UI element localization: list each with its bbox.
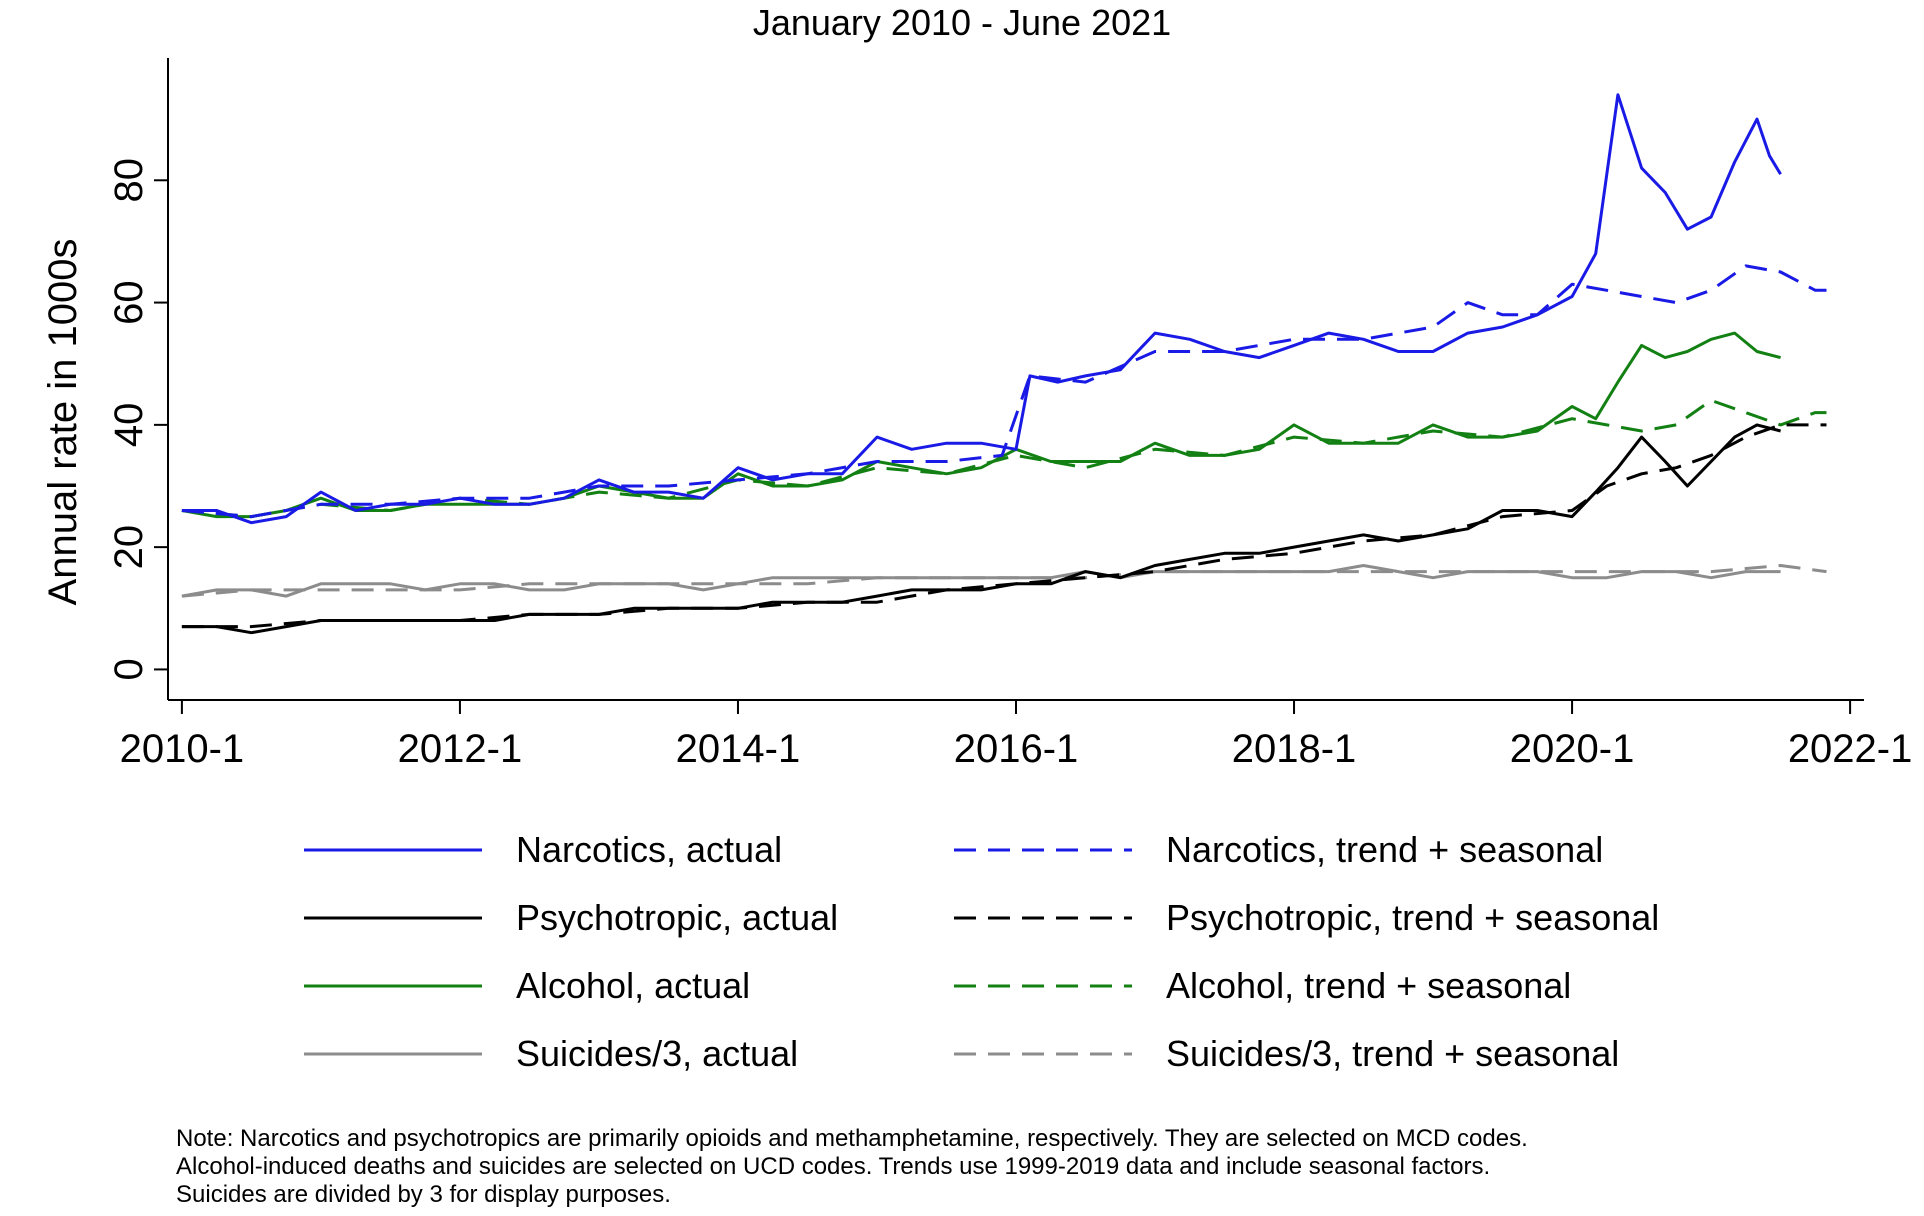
legend-label: Alcohol, trend + seasonal xyxy=(1166,965,1572,1006)
legend-swatch xyxy=(954,984,1132,988)
legend-item: Suicides/3, actual xyxy=(300,1024,798,1084)
y-tick-label: 20 xyxy=(107,525,151,570)
legend-label: Psychotropic, trend + seasonal xyxy=(1166,897,1660,938)
series-layer xyxy=(181,93,1827,635)
x-tick-label: 2018-1 xyxy=(1232,727,1357,771)
series-line-suicides-3-trend-seasonal xyxy=(181,564,1827,598)
legend-swatch xyxy=(954,1052,1132,1056)
x-tick-label: 2022-1 xyxy=(1788,727,1913,771)
legend-item: Narcotics, actual xyxy=(300,820,782,880)
y-tick-label: 0 xyxy=(107,658,151,680)
legend-swatch xyxy=(304,984,482,988)
legend-label: Suicides/3, trend + seasonal xyxy=(1166,1033,1620,1074)
series-line-alcohol-trend-seasonal xyxy=(181,398,1827,519)
x-tick-label: 2016-1 xyxy=(954,727,1079,771)
legend-item: Alcohol, actual xyxy=(300,956,750,1016)
x-axis-ticks: 2010-1 2012-1 2014-1 2016-1 2018-1 2020-1 2022… xyxy=(120,700,1913,771)
x-tick-label: 2020-1 xyxy=(1510,727,1635,771)
chart-subtitle: January 2010 - June 2021 xyxy=(752,2,1172,43)
legend-label: Narcotics, trend + seasonal xyxy=(1166,829,1604,870)
y-axis-label: Annual rate in 1000s xyxy=(41,239,85,606)
legend-label: Narcotics, actual xyxy=(516,829,783,870)
series-line-suicides-3-actual xyxy=(181,564,1781,598)
legend-swatch xyxy=(954,848,1132,852)
note-line: Suicides are divided by 3 for display pu… xyxy=(176,1181,671,1208)
y-tick-label: 40 xyxy=(107,403,151,448)
legend-label: Suicides/3, actual xyxy=(516,1033,799,1074)
series-line-narcotics-actual xyxy=(181,93,1782,525)
note-line: Alcohol-induced deaths and suicides are … xyxy=(176,1153,1491,1180)
legend-item: Alcohol, trend + seasonal xyxy=(950,956,1571,1016)
y-tick-label: 60 xyxy=(107,280,151,325)
legend-label: Alcohol, actual xyxy=(516,965,751,1006)
note-line: Note: Narcotics and psychotropics are pr… xyxy=(176,1125,1528,1152)
chart-note: Note: Narcotics and psychotropics are pr… xyxy=(176,1125,1876,1209)
x-tick-label: 2010-1 xyxy=(120,727,245,771)
legend-swatch xyxy=(304,916,482,920)
legend-item: Suicides/3, trend + seasonal xyxy=(950,1024,1619,1084)
series-line-psychotropic-trend-seasonal xyxy=(181,423,1827,629)
x-tick-label: 2012-1 xyxy=(398,727,523,771)
y-axis-ticks: 0 20 40 60 80 xyxy=(107,158,168,681)
legend-swatch xyxy=(304,1052,482,1056)
series-line-alcohol-actual xyxy=(181,331,1781,519)
legend-item: Psychotropic, trend + seasonal xyxy=(950,888,1659,948)
series-line-psychotropic-actual xyxy=(181,423,1781,635)
series-line-narcotics-trend-seasonal xyxy=(181,264,1827,519)
legend-swatch xyxy=(954,916,1132,920)
legend-item: Psychotropic, actual xyxy=(300,888,838,948)
y-tick-label: 80 xyxy=(107,158,151,203)
legend-item: Narcotics, trend + seasonal xyxy=(950,820,1603,880)
x-tick-label: 2014-1 xyxy=(676,727,801,771)
chart-legend: Narcotics, actual Narcotics, trend + seas… xyxy=(300,820,1800,1100)
legend-label: Psychotropic, actual xyxy=(516,897,839,938)
legend-swatch xyxy=(304,848,482,852)
chart-plot: 0 20 40 60 80 2010-1 2012-1 2014-1 2016-1 2018-1… xyxy=(41,58,1913,771)
